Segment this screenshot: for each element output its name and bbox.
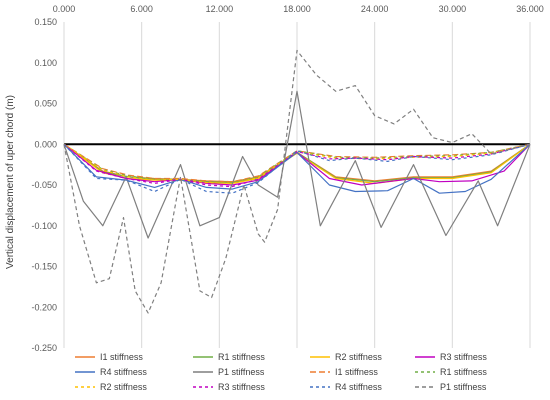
legend-label: R2 stiffness (100, 382, 147, 392)
y-axis-label: Vertical displacement of uper chord (m) (5, 95, 16, 269)
legend-label: R4 stiffness (100, 367, 147, 377)
x-tick-label: 0.000 (53, 4, 76, 14)
y-tick-label: -0.200 (31, 302, 57, 312)
legend-label: P1 stiffness (440, 382, 487, 392)
x-tick-label: 18.000 (283, 4, 311, 14)
series-line-12 (63, 49, 531, 314)
legend: I1 stiffness R1 stiffness R2 stiffness R3 s… (75, 352, 487, 392)
y-tick-label: 0.150 (34, 17, 57, 27)
series-line-10 (63, 143, 531, 188)
y-tick-label: -0.100 (31, 221, 57, 231)
legend-label: I1 stiffness (335, 367, 378, 377)
y-tick-labels: 0.150 0.100 0.050 0.000 -0.050 -0.100 -0.150 -0… (31, 17, 57, 353)
y-tick-label: 0.000 (34, 139, 57, 149)
x-tick-label: 30.000 (439, 4, 467, 14)
gridlines (63, 22, 531, 348)
series-line-5 (63, 143, 531, 194)
series-line-11 (63, 143, 531, 194)
series-line-7 (63, 143, 531, 183)
y-tick-label: -0.050 (31, 180, 57, 190)
x-tick-label: 12.000 (206, 4, 234, 14)
x-tick-labels: 0.000 6.000 12.000 18.000 24.000 30.000 36.000 (53, 4, 544, 14)
legend-label: P1 stiffness (218, 367, 265, 377)
legend-label: R3 stiffness (440, 352, 487, 362)
legend-label: R2 stiffness (335, 352, 382, 362)
y-tick-label: 0.100 (34, 58, 57, 68)
legend-label: R4 stiffness (335, 382, 382, 392)
y-tick-label: -0.150 (31, 262, 57, 272)
x-tick-label: 6.000 (130, 4, 153, 14)
legend-label: I1 stiffness (100, 352, 143, 362)
legend-label: R1 stiffness (218, 352, 265, 362)
legend-label: R3 stiffness (218, 382, 265, 392)
x-tick-label: 24.000 (361, 4, 389, 14)
series-layer (63, 49, 531, 314)
series-line-2 (63, 143, 531, 184)
series-line-3 (63, 143, 531, 184)
legend-label: R1 stiffness (440, 367, 487, 377)
y-tick-label: -0.250 (31, 343, 57, 353)
y-tick-label: 0.050 (34, 99, 57, 109)
x-tick-label: 36.000 (516, 4, 544, 14)
series-line-6 (63, 90, 531, 239)
